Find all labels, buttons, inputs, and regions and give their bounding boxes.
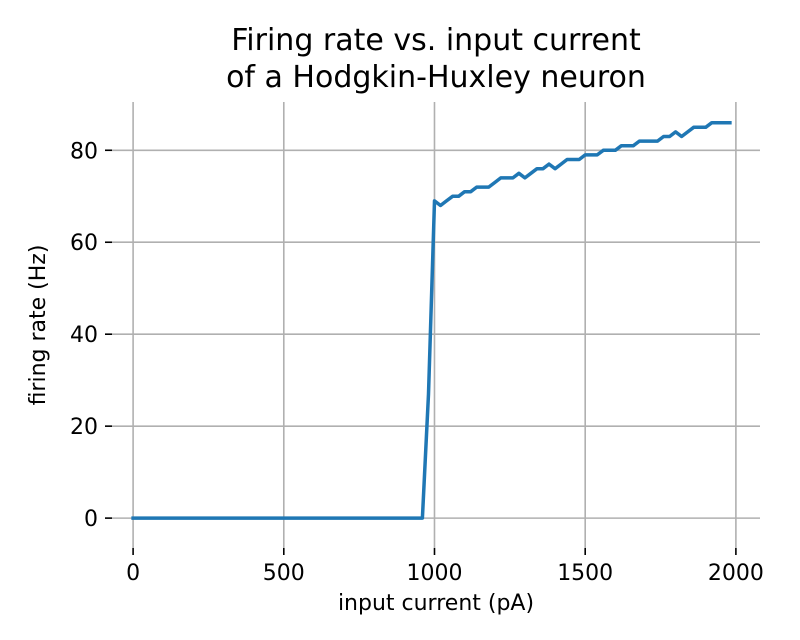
firing-rate-series-line [131, 120, 732, 520]
y-tick-label: 20 [70, 415, 98, 440]
grid-layer [112, 102, 760, 548]
y-axis-label: firing rate (Hz) [26, 245, 51, 406]
y-tick-label: 40 [70, 323, 98, 348]
tick-layer: 0 500 1000 1500 2000 0 20 40 60 80 [70, 139, 764, 586]
series-layer [131, 120, 732, 520]
y-tick-label: 80 [70, 139, 98, 164]
x-tick-label: 500 [263, 561, 305, 586]
x-axis-label: input current (pA) [338, 591, 534, 616]
x-tick-label: 2000 [708, 561, 764, 586]
chart-title-line1: Firing rate vs. input current [231, 23, 641, 58]
x-tick-label: 0 [126, 561, 140, 586]
chart-title-line2: of a Hodgkin-Huxley neuron [226, 60, 646, 95]
x-tick-label: 1500 [557, 561, 613, 586]
y-tick-label: 0 [84, 507, 98, 532]
y-tick-label: 60 [70, 231, 98, 256]
x-tick-label: 1000 [406, 561, 462, 586]
